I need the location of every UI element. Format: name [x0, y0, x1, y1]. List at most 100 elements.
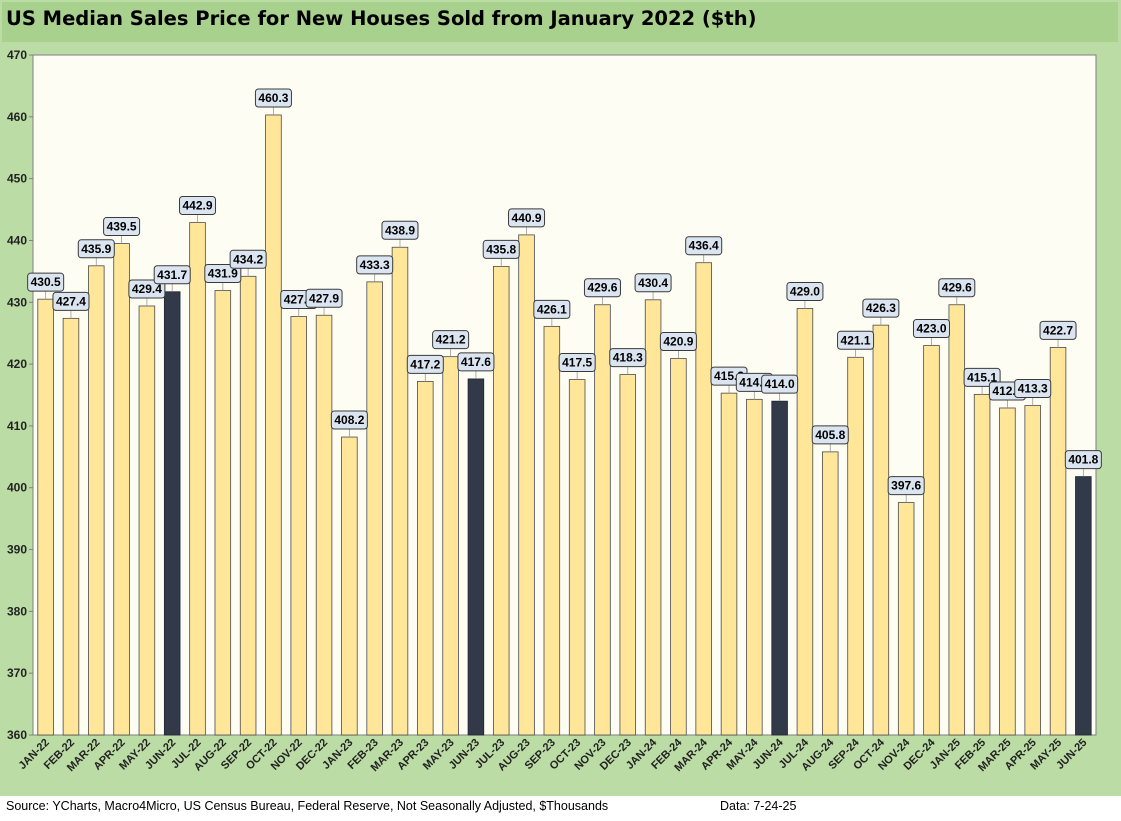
- data-label-text: 397.6: [891, 479, 921, 493]
- data-label: 439.5: [103, 217, 141, 244]
- bar: [113, 243, 130, 736]
- data-label: 460.3: [254, 88, 292, 115]
- data-label-box: [912, 319, 950, 339]
- y-tick-label: 390: [7, 543, 27, 557]
- bar: [138, 305, 156, 736]
- bar: [214, 290, 232, 736]
- bar: [897, 502, 915, 736]
- data-label: 397.6: [887, 476, 925, 503]
- chart-title: US Median Sales Price for New Houses Sol…: [6, 7, 757, 30]
- data-label-box: [27, 272, 65, 292]
- data-label-text: 408.2: [334, 413, 364, 427]
- data-label-text: 460.3: [258, 91, 288, 105]
- bar: [37, 298, 54, 736]
- data-label-text: 427.9: [309, 291, 339, 305]
- data-label-box: [558, 353, 596, 373]
- data-label-box: [305, 288, 343, 308]
- data-label-text: 430.5: [31, 275, 61, 289]
- bar: [341, 436, 358, 736]
- data-label-text: 426.1: [537, 302, 567, 316]
- data-label-box: [786, 281, 824, 301]
- data-label: 427.4: [52, 291, 90, 319]
- data-label-box: [330, 410, 368, 430]
- data-label-box: [1014, 379, 1052, 399]
- data-label: 426.3: [862, 298, 900, 326]
- bar: [720, 392, 738, 736]
- data-label-text: 429.6: [942, 281, 972, 295]
- footer: Source: YCharts, Macro4Micro, US Census …: [0, 796, 1121, 821]
- data-label-box: [52, 291, 90, 311]
- data-label-text: 417.2: [410, 357, 440, 371]
- data-label: 420.9: [659, 332, 697, 359]
- data-label-box: [634, 273, 672, 293]
- data-label: 431.7: [153, 265, 191, 292]
- bar: [594, 304, 611, 736]
- bar: [568, 379, 586, 736]
- data-label-box: [837, 330, 875, 350]
- data-label-text: 435.9: [81, 242, 111, 256]
- bar: [163, 291, 181, 736]
- bar: [973, 393, 991, 736]
- y-tick-label: 440: [7, 233, 27, 247]
- data-label: 440.9: [508, 208, 546, 235]
- data-label-text: 414.0: [765, 377, 795, 391]
- data-label-box: [508, 208, 546, 228]
- bar: [822, 451, 839, 736]
- bar: [189, 222, 206, 736]
- data-label-text: 433.3: [360, 258, 390, 272]
- bar: [1075, 476, 1092, 736]
- y-tick-label: 460: [7, 110, 27, 124]
- data-label: 430.5: [27, 272, 65, 300]
- data-label-box: [103, 217, 141, 237]
- bar: [239, 275, 257, 736]
- data-label-box: [761, 374, 799, 394]
- y-tick-label: 410: [7, 419, 27, 433]
- y-tick-label: 420: [7, 357, 27, 371]
- data-label-box: [482, 239, 520, 259]
- data-label-text: 417.6: [461, 355, 491, 369]
- data-label-box: [862, 298, 900, 318]
- data-label-text: 421.1: [841, 333, 871, 347]
- bar: [746, 398, 763, 736]
- bar: [771, 400, 788, 736]
- data-label: 426.1: [533, 299, 571, 327]
- data-label-text: 413.3: [1018, 382, 1048, 396]
- data-label-box: [887, 476, 925, 496]
- data-label-box: [685, 236, 723, 256]
- title-bar: US Median Sales Price for New Houses Sol…: [2, 2, 1118, 42]
- data-label-box: [583, 278, 621, 298]
- data-label: 401.8: [1064, 450, 1102, 477]
- bar: [847, 356, 864, 736]
- data-label: 413.3: [1014, 379, 1052, 406]
- data-label: 434.2: [229, 249, 267, 277]
- data-label: 427.9: [305, 288, 343, 316]
- data-label-text: 421.2: [436, 333, 466, 347]
- bar: [290, 316, 307, 736]
- data-label: 433.3: [356, 255, 394, 282]
- y-tick-label: 470: [7, 48, 27, 62]
- data-label: 438.9: [381, 220, 419, 248]
- data-label: 435.8: [482, 239, 520, 267]
- data-label: 421.1: [837, 330, 875, 358]
- x-axis: JAN-22FEB-22MAR-22APR-22MAY-22JUN-22JUL-…: [16, 736, 1089, 774]
- data-label: 417.5: [558, 353, 596, 380]
- data-label-box: [938, 278, 976, 298]
- data-label-text: 435.8: [486, 242, 516, 256]
- y-axis: 360 370 380 390 400 410 420 430 440 450 460 470: [7, 48, 33, 742]
- y-tick-label: 450: [7, 172, 27, 186]
- data-label-box: [77, 239, 115, 259]
- bar: [265, 114, 282, 736]
- bar: [543, 325, 561, 736]
- bar: [923, 345, 940, 736]
- data-label-box: [457, 352, 495, 372]
- source-note: Source: YCharts, Macro4Micro, US Census …: [6, 799, 609, 813]
- data-label-box: [204, 264, 242, 284]
- bars: [37, 114, 1092, 736]
- bar: [391, 246, 409, 736]
- data-label-text: 442.9: [182, 199, 212, 213]
- data-label-box: [1064, 450, 1102, 470]
- y-tick-label: 400: [7, 481, 27, 495]
- data-label-text: 417.5: [562, 356, 592, 370]
- y-tick-label: 360: [7, 728, 27, 742]
